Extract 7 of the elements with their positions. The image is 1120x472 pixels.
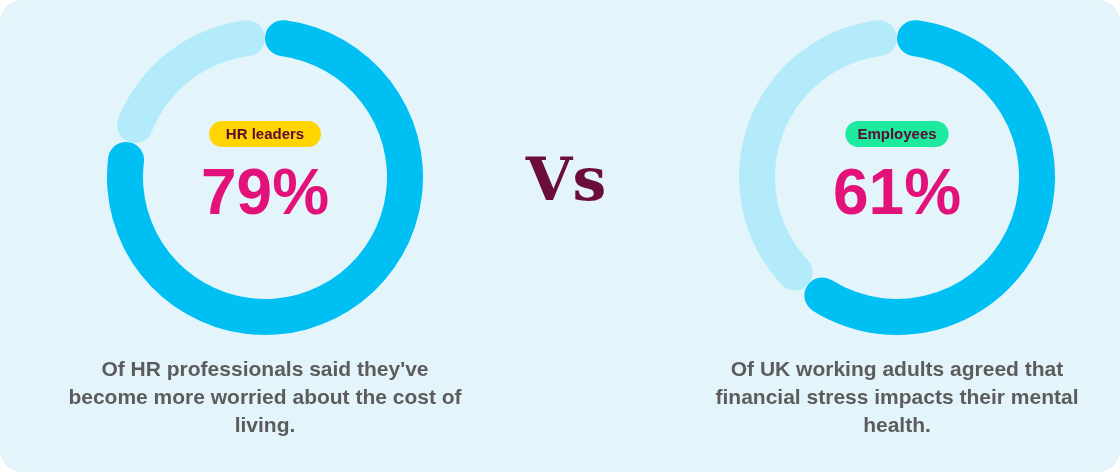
text: Vs [524,144,607,214]
text: HR leaders [225,125,305,142]
data-label: 79% [200,156,330,228]
data-label: 61% [832,156,962,228]
text: Of HR professionals said they've become more worried about the cost of living. [68,357,463,436]
text: Of UK working adults agreed that financial stress impacts their mental health. [715,357,1079,436]
text: Employees [857,125,937,142]
